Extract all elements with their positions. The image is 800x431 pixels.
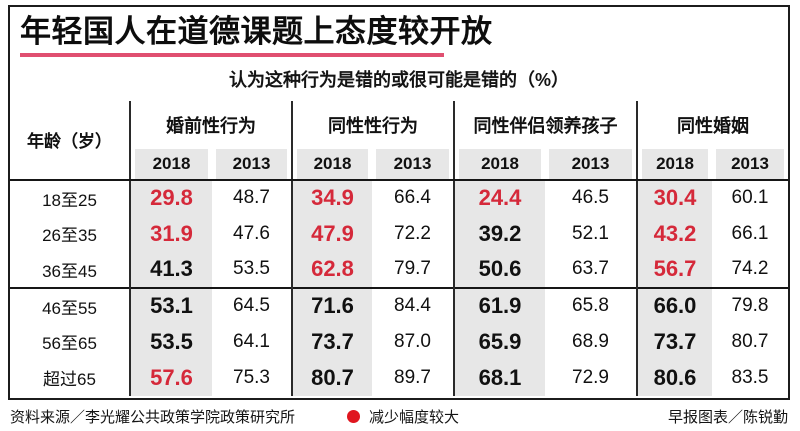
chart-credit: 早报图表／陈锐勤 [667, 408, 788, 426]
group-header-same-sex-behavior: 同性性行为 [291, 100, 454, 149]
table-body: 18至25 29.8 48.7 34.9 66.4 24.4 46.5 30.4 60.1 26至… [10, 179, 788, 396]
source-credit: 资料来源／李光耀公共政策学院政策研究所 [10, 408, 296, 426]
chart-subtitle: 认为这种行为是错的或很可能是错的（%） [228, 69, 569, 90]
group-header-same-sex-marriage: 同性婚姻 [636, 100, 788, 149]
value-cell: 84.4 [372, 286, 454, 324]
table-row: 56至65 53.5 64.1 73.7 87.0 65.9 68.9 73.7 80.7 [10, 323, 788, 360]
age-column-header: 年龄（岁） [10, 100, 130, 181]
year-header-2013: 2013 [712, 148, 788, 181]
value-cell-highlighted: 62.8 [291, 251, 372, 288]
value-cell: 65.9 [453, 323, 545, 360]
table-row: 18至25 29.8 48.7 34.9 66.4 24.4 46.5 30.4 60.1 [10, 179, 788, 216]
value-cell: 68.1 [453, 359, 545, 396]
value-cell: 74.2 [731, 258, 769, 280]
value-cell: 60.1 [731, 187, 769, 209]
year-header-2018: 2018 [453, 148, 545, 181]
value-cell: 80.7 [291, 359, 372, 396]
chart-frame: 年轻国人在道德课题上态度较开放 认为这种行为是错的或很可能是错的（%） 年龄（岁… [8, 5, 790, 400]
title-underline [20, 52, 444, 57]
table-header: 年龄（岁） 婚前性行为 同性性行为 同性伴侣领养孩子 同性婚姻 2018 201… [10, 100, 788, 181]
value-cell-highlighted: 57.6 [129, 359, 212, 396]
legend-label: 减少幅度较大 [369, 408, 460, 426]
row-label-age: 超过65 [43, 370, 96, 390]
table-row: 36至45 41.3 53.5 62.8 79.7 50.6 63.7 56.7 74.2 [10, 251, 788, 288]
value-cell: 68.9 [572, 330, 609, 352]
year-header-row: 2018 2013 2018 2013 2018 2013 2018 2013 [10, 148, 788, 181]
value-cell: 52.1 [572, 222, 609, 244]
year-header-2018: 2018 [636, 148, 712, 181]
year-header-2018: 2018 [129, 148, 212, 181]
table-row: 超过65 57.6 75.3 80.7 89.7 68.1 72.9 80.6 83.5 [10, 359, 788, 396]
value-cell: 39.2 [453, 215, 545, 252]
value-cell: 53.5 [129, 323, 212, 360]
group-header-row: 年龄（岁） 婚前性行为 同性性行为 同性伴侣领养孩子 同性婚姻 [10, 100, 788, 181]
year-header-2013: 2013 [372, 148, 454, 181]
row-label-age: 46至55 [10, 286, 130, 324]
value-cell: 83.5 [731, 366, 769, 388]
value-cell: 65.8 [545, 286, 637, 324]
value-cell: 79.8 [712, 286, 788, 324]
year-header-2018: 2018 [291, 148, 372, 181]
value-cell: 87.0 [394, 330, 431, 352]
row-label-age: 56至65 [42, 334, 97, 354]
value-cell: 47.6 [233, 222, 270, 244]
legend: 减少幅度较大 [347, 406, 459, 427]
value-cell: 89.7 [394, 366, 431, 388]
value-cell: 66.0 [636, 286, 712, 324]
value-cell: 63.7 [572, 258, 609, 280]
value-cell: 80.6 [636, 359, 712, 396]
value-cell: 72.2 [394, 222, 431, 244]
year-header-2013: 2013 [545, 148, 637, 181]
value-cell: 73.7 [636, 323, 712, 360]
value-cell-highlighted: 30.4 [636, 179, 712, 216]
table-row: 46至55 53.1 64.5 71.6 84.4 61.9 65.8 66.0 79.8 [10, 286, 788, 324]
value-cell-highlighted: 24.4 [453, 179, 545, 216]
group-header-same-sex-adoption: 同性伴侣领养孩子 [453, 100, 637, 149]
value-cell: 64.1 [233, 330, 270, 352]
value-cell: 66.4 [394, 187, 431, 209]
value-cell-highlighted: 47.9 [291, 215, 372, 252]
group-header-premarital-sex: 婚前性行为 [129, 100, 292, 149]
row-label-age: 26至35 [42, 226, 97, 246]
row-label-age: 36至45 [42, 261, 97, 281]
page-title: 年轻国人在道德课题上态度较开放 [20, 14, 493, 49]
value-cell: 46.5 [572, 187, 609, 209]
value-cell-highlighted: 29.8 [129, 179, 212, 216]
value-cell-highlighted: 31.9 [129, 215, 212, 252]
value-cell-highlighted: 56.7 [636, 251, 712, 288]
value-cell: 53.5 [233, 258, 270, 280]
data-table: 年龄（岁） 婚前性行为 同性性行为 同性伴侣领养孩子 同性婚姻 2018 201… [10, 100, 788, 396]
value-cell: 41.3 [129, 251, 212, 288]
legend-red-dot-icon [347, 409, 361, 423]
footer: 资料来源／李光耀公共政策学院政策研究所 减少幅度较大 早报图表／陈锐勤 [8, 404, 792, 428]
table-row: 26至35 31.9 47.6 47.9 72.2 39.2 52.1 43.2 66.1 [10, 215, 788, 252]
year-header-2013: 2013 [212, 148, 292, 181]
value-cell: 61.9 [453, 286, 545, 324]
value-cell-highlighted: 34.9 [291, 179, 372, 216]
value-cell: 66.1 [731, 222, 769, 244]
value-cell: 75.3 [233, 366, 270, 388]
value-cell: 48.7 [233, 187, 270, 209]
value-cell: 50.6 [453, 251, 545, 288]
value-cell: 73.7 [291, 323, 372, 360]
value-cell: 71.6 [291, 286, 372, 324]
row-label-age: 18至25 [42, 190, 97, 210]
value-cell: 72.9 [572, 366, 609, 388]
value-cell: 80.7 [731, 330, 769, 352]
value-cell: 79.7 [394, 258, 431, 280]
value-cell-highlighted: 43.2 [636, 215, 712, 252]
value-cell: 53.1 [129, 286, 212, 324]
value-cell: 64.5 [212, 286, 292, 324]
